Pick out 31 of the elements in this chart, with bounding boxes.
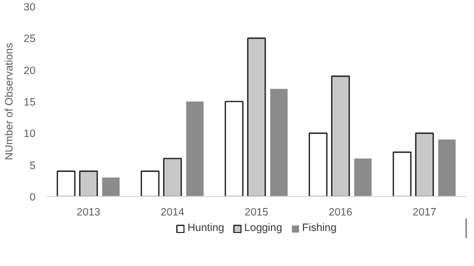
x-tick-label: 2013 bbox=[76, 206, 100, 218]
bar bbox=[186, 102, 204, 196]
legend-label: Hunting bbox=[187, 222, 224, 234]
legend-label: Fishing bbox=[302, 222, 337, 234]
bar bbox=[415, 132, 434, 196]
bar bbox=[270, 88, 288, 196]
bar bbox=[102, 178, 120, 196]
y-tick-label: 5 bbox=[30, 160, 36, 172]
bar bbox=[247, 38, 266, 196]
bar bbox=[224, 100, 244, 196]
bar bbox=[331, 76, 350, 196]
y-axis-title: NUmber of Observations bbox=[4, 42, 16, 160]
x-tick-label: 2016 bbox=[328, 206, 352, 218]
x-tick-label: 2017 bbox=[412, 206, 436, 218]
y-tick-label: 10 bbox=[24, 128, 36, 140]
bar bbox=[354, 158, 372, 196]
bar bbox=[392, 152, 412, 196]
bar bbox=[140, 170, 160, 196]
y-tick-label: 30 bbox=[24, 2, 36, 14]
bar bbox=[163, 158, 182, 196]
legend-label: Logging bbox=[244, 222, 282, 234]
y-tick-label: 0 bbox=[30, 192, 36, 204]
y-tick-label: 25 bbox=[24, 33, 36, 46]
bar bbox=[438, 140, 456, 196]
bar bbox=[56, 170, 76, 196]
x-tick-label: 2014 bbox=[160, 206, 184, 218]
bar bbox=[79, 170, 98, 196]
bar bbox=[308, 132, 328, 196]
y-tick-label: 20 bbox=[24, 64, 36, 77]
x-tick-label: 2015 bbox=[244, 206, 268, 218]
y-tick-label: 15 bbox=[24, 96, 36, 108]
